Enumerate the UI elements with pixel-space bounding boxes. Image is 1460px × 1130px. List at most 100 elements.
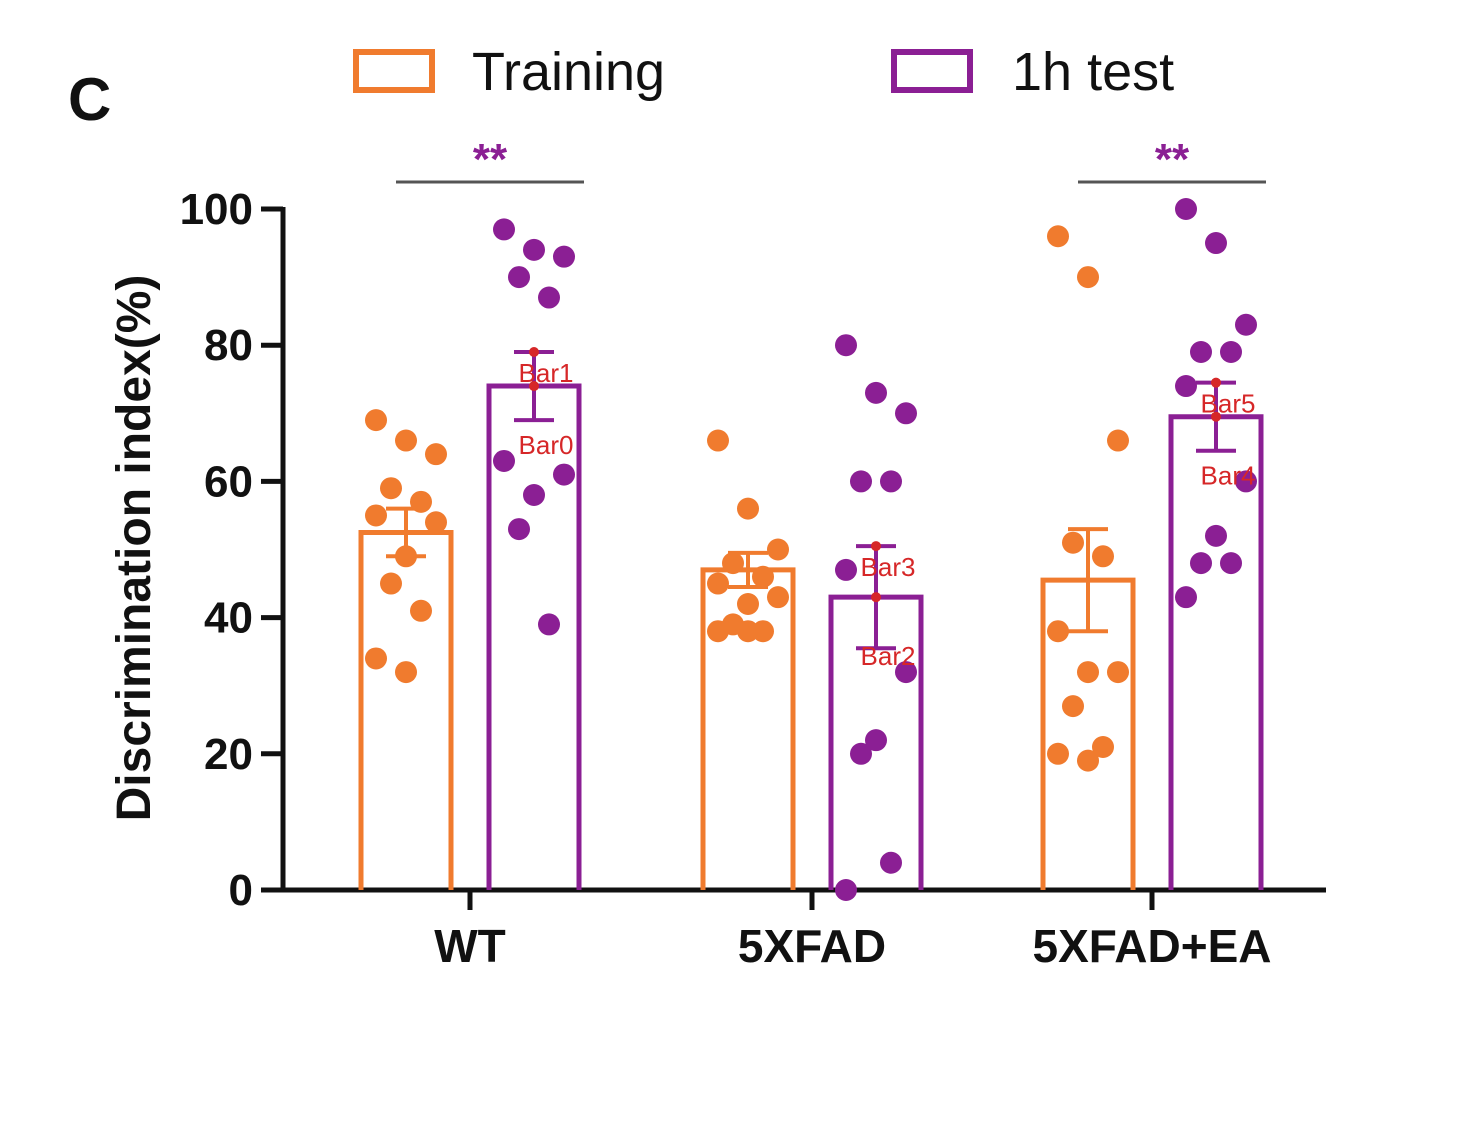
data-point <box>1220 341 1242 364</box>
bar-tag-label: Bar5 <box>1201 389 1256 419</box>
y-tick-label: 0 <box>229 866 253 915</box>
data-point <box>1077 749 1099 772</box>
bar-tag-marker <box>529 381 539 392</box>
y-tick-label: 60 <box>204 457 253 506</box>
data-point <box>880 470 902 493</box>
panel-label: C <box>68 66 111 133</box>
data-point <box>850 742 872 765</box>
bar-tag-marker <box>1211 411 1221 422</box>
data-point <box>767 586 789 609</box>
data-point <box>1205 232 1227 255</box>
bar-tag-marker <box>1211 377 1221 388</box>
data-point <box>395 661 417 684</box>
data-point <box>737 592 759 615</box>
legend-label-1h-test: 1h test <box>1012 42 1174 102</box>
data-point <box>523 238 545 261</box>
data-point <box>707 429 729 452</box>
data-point <box>410 490 432 513</box>
data-point <box>553 463 575 486</box>
data-point <box>493 449 515 472</box>
y-tick-label: 80 <box>204 321 253 370</box>
significance-label: ** <box>1155 135 1190 184</box>
data-point <box>865 729 887 752</box>
data-point <box>1107 661 1129 684</box>
legend-label-training: Training <box>472 42 665 102</box>
data-point <box>1175 375 1197 398</box>
bar-tag-label: Bar1 <box>519 358 574 388</box>
bar-tag-label: Bar0 <box>519 430 574 460</box>
data-point <box>493 218 515 241</box>
data-point <box>1047 225 1069 248</box>
plot-area: 0 20 40 60 80 100 WT 5XFAD 5XFAD+EA Bar0 Bar1 Bar2 B… <box>180 135 1326 972</box>
bar-training <box>700 567 796 890</box>
bar-tag-marker <box>871 541 881 552</box>
bar-tag-label: Bar3 <box>861 552 916 582</box>
significance-label: ** <box>473 135 508 184</box>
legend-swatch-training <box>353 49 435 93</box>
data-point <box>850 470 872 493</box>
y-tick-label: 40 <box>204 594 253 643</box>
data-point <box>1220 552 1242 575</box>
data-point <box>1092 735 1114 758</box>
data-point <box>722 552 744 575</box>
data-point <box>880 851 902 874</box>
data-point <box>835 558 857 581</box>
data-point <box>752 565 774 588</box>
data-point <box>538 613 560 636</box>
data-point <box>508 518 530 541</box>
data-point <box>865 381 887 404</box>
legend-swatch-1h-test <box>891 49 973 93</box>
y-tick-label: 100 <box>180 185 253 234</box>
data-point <box>1190 552 1212 575</box>
bar-training <box>358 529 454 890</box>
x-category-label: 5XFAD+EA <box>1032 920 1271 972</box>
data-point <box>835 879 857 901</box>
data-point <box>553 245 575 268</box>
legend: Training 1h test <box>353 42 1174 102</box>
data-point <box>1077 266 1099 289</box>
bar-tag-marker <box>529 347 539 358</box>
data-point <box>1235 470 1257 493</box>
data-point <box>767 538 789 561</box>
data-point <box>425 511 447 534</box>
data-point <box>538 286 560 309</box>
bar-tag-label: Bar2 <box>861 641 916 671</box>
data-point <box>1175 586 1197 609</box>
data-point <box>1047 742 1069 765</box>
data-point <box>425 443 447 466</box>
y-axis-title: Discrimination index(%) <box>108 275 161 822</box>
data-point <box>737 620 759 643</box>
data-point <box>1092 545 1114 568</box>
data-point <box>1235 313 1257 336</box>
data-point <box>380 477 402 500</box>
data-point <box>1205 524 1227 547</box>
data-point <box>1062 695 1084 718</box>
bar-tag-label: Bar4 <box>1201 461 1256 491</box>
x-category-label: 5XFAD <box>738 920 886 972</box>
data-point <box>508 266 530 289</box>
y-tick-label: 20 <box>204 730 253 779</box>
data-point <box>737 497 759 520</box>
data-point <box>365 647 387 670</box>
data-point <box>365 504 387 527</box>
data-point <box>380 572 402 595</box>
data-point <box>523 484 545 507</box>
data-point <box>1077 661 1099 684</box>
data-point <box>707 620 729 643</box>
data-point <box>1107 429 1129 452</box>
data-point <box>410 599 432 622</box>
x-category-label: WT <box>434 920 506 972</box>
data-point <box>365 409 387 432</box>
data-point <box>1175 198 1197 220</box>
data-point <box>1190 341 1212 364</box>
data-point <box>835 334 857 357</box>
data-point <box>1047 620 1069 643</box>
data-point <box>895 402 917 425</box>
bar-tag-marker <box>871 592 881 603</box>
data-point <box>1062 531 1084 554</box>
data-point <box>395 545 417 568</box>
data-point <box>895 661 917 684</box>
data-point <box>395 429 417 452</box>
data-point <box>707 572 729 595</box>
